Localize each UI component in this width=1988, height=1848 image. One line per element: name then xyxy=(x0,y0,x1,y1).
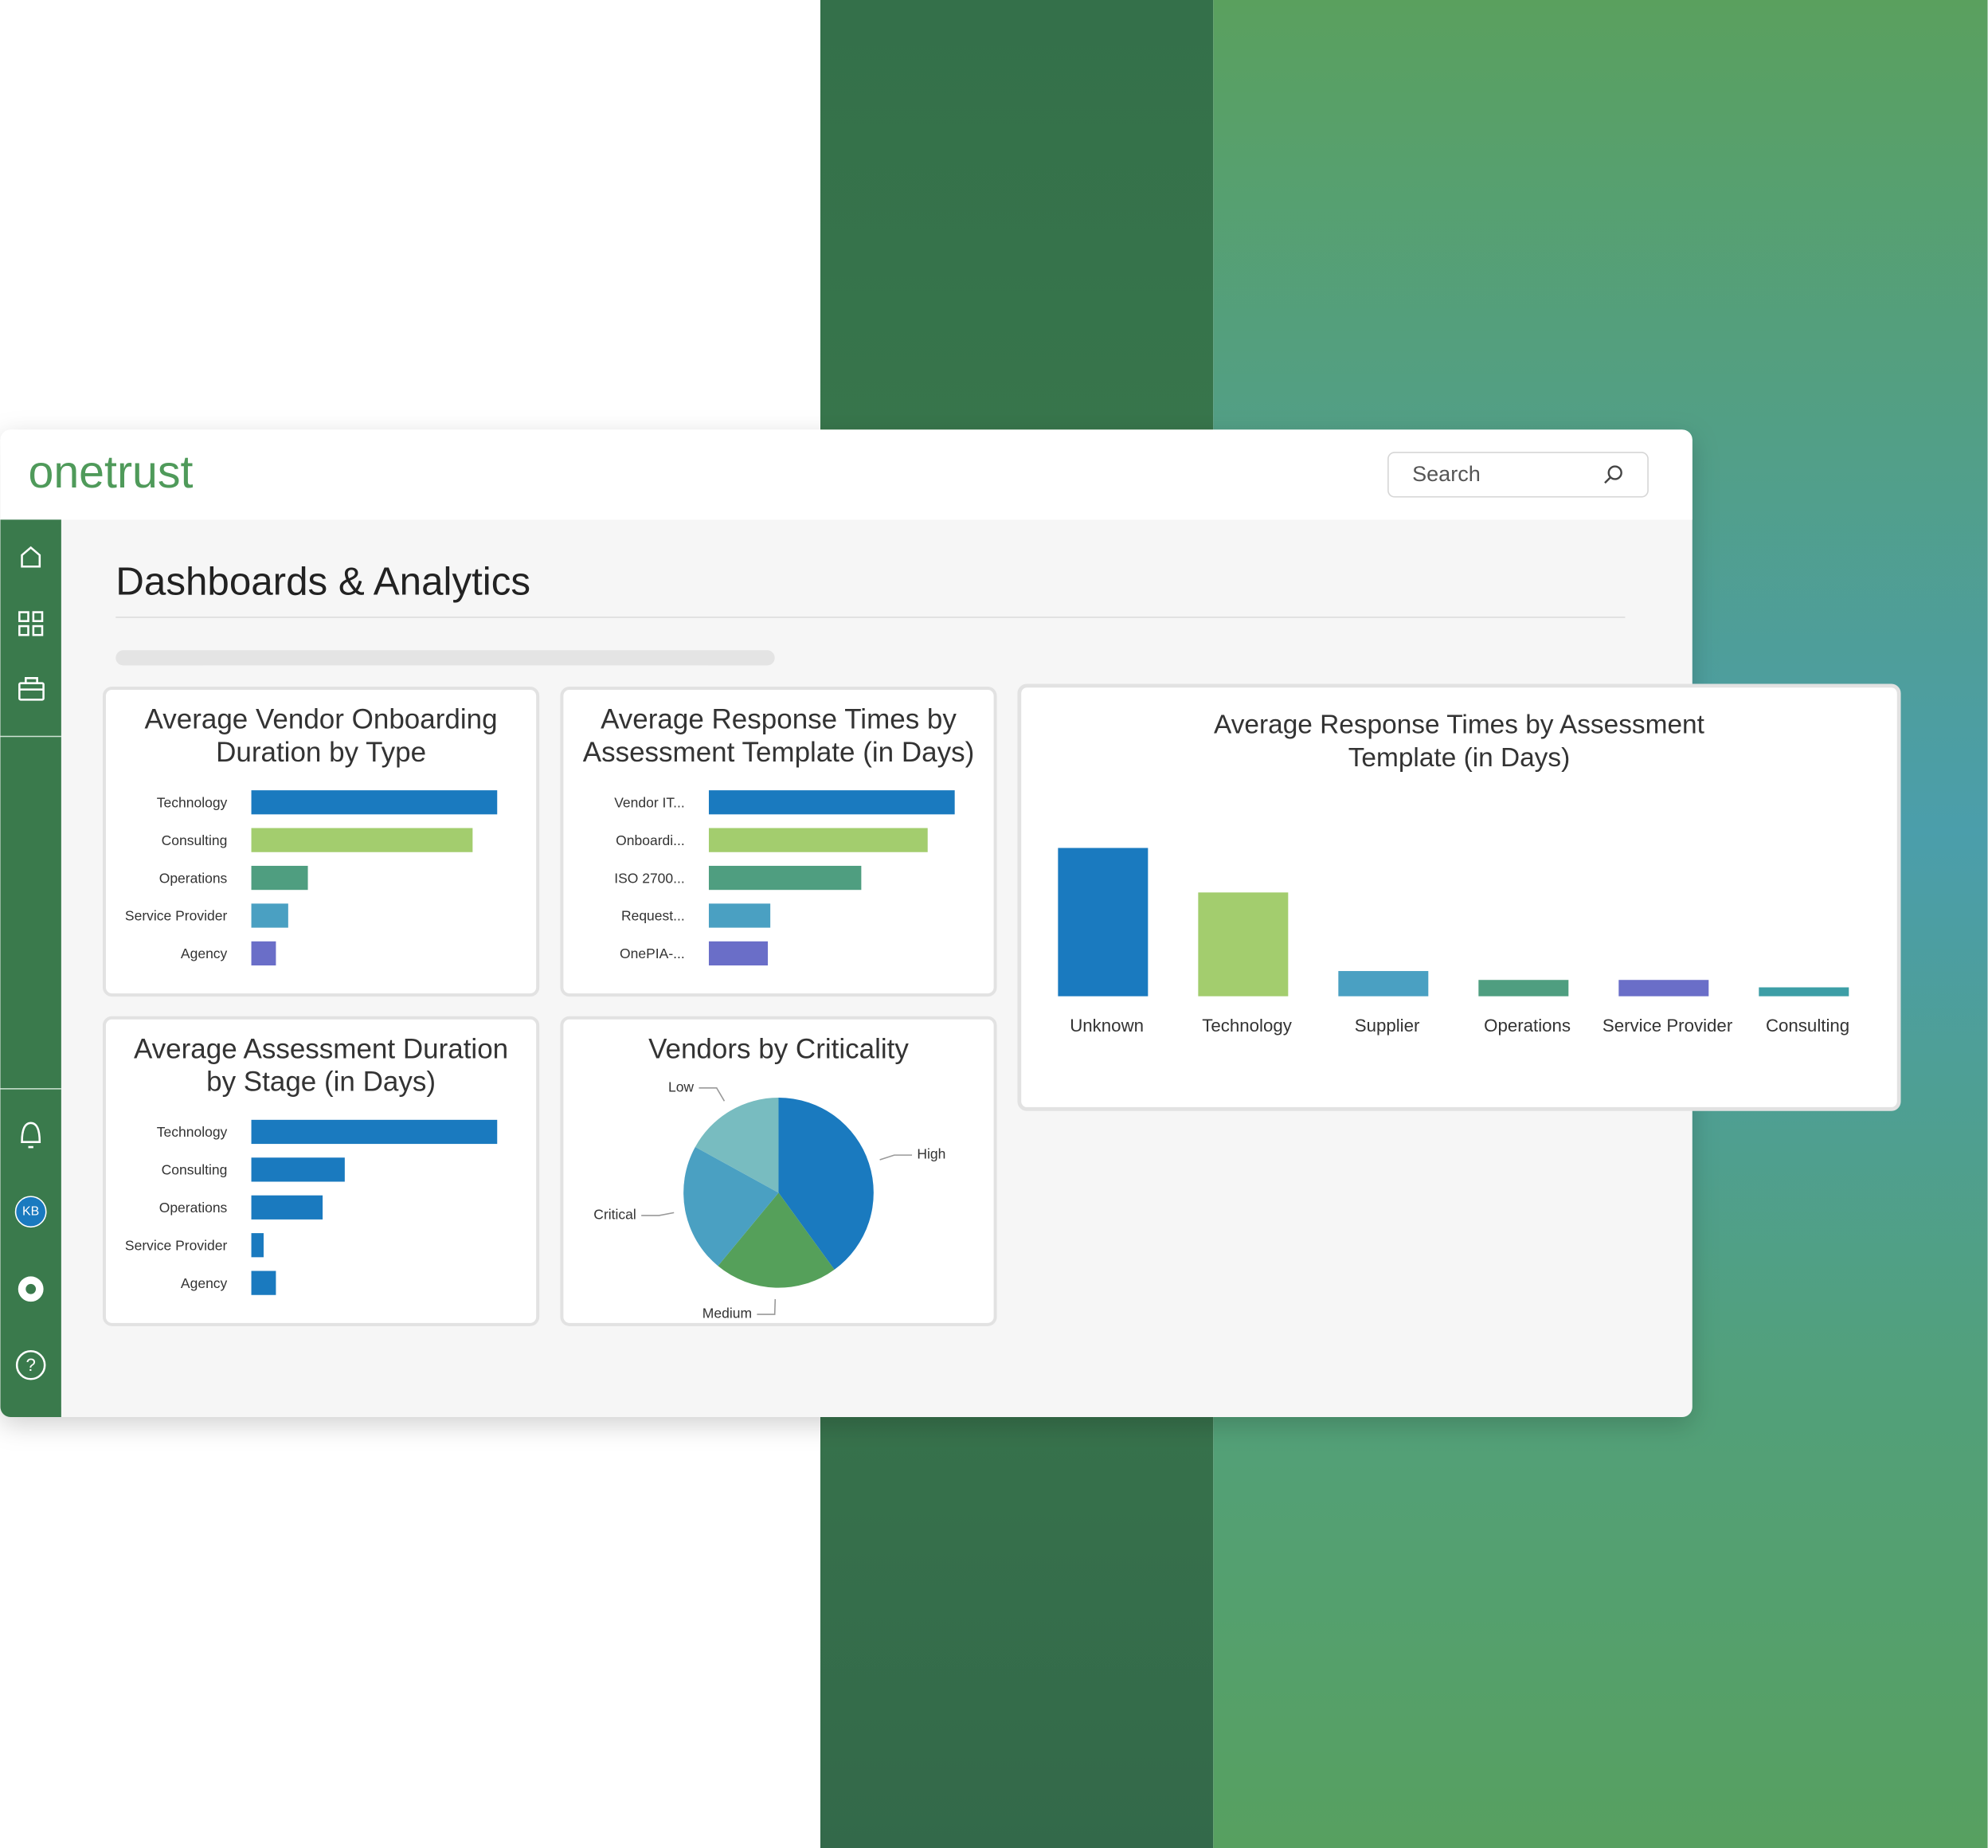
bar xyxy=(1618,980,1709,996)
help-icon[interactable] xyxy=(15,1349,46,1380)
bar xyxy=(251,903,288,928)
bar xyxy=(708,828,928,852)
help-glyph: ? xyxy=(25,1355,35,1375)
leader-line xyxy=(757,1298,777,1315)
bar xyxy=(708,790,955,815)
bar xyxy=(251,1195,323,1220)
slice-label: Low xyxy=(668,1079,694,1094)
bar xyxy=(251,941,276,966)
search-icon[interactable] xyxy=(1604,465,1622,484)
y-tick-label: Consulting xyxy=(162,832,228,848)
bar xyxy=(251,865,308,891)
chart-title: Vendors by Criticality xyxy=(648,1033,909,1064)
bar xyxy=(251,1270,276,1295)
y-tick-label: Service Provider xyxy=(125,908,228,924)
leader-line xyxy=(641,1212,675,1216)
bar xyxy=(251,828,473,852)
y-tick-label: ISO 2700... xyxy=(614,870,685,886)
pie-slice xyxy=(695,1097,779,1193)
grid-icon[interactable] xyxy=(18,611,44,636)
x-tick-label: Consulting xyxy=(1766,1016,1849,1036)
slice-label: Medium xyxy=(702,1306,752,1321)
loading-bar xyxy=(115,650,775,666)
home-icon[interactable] xyxy=(21,546,41,568)
slice-label: Critical xyxy=(593,1207,636,1223)
x-tick-label: Technology xyxy=(1202,1016,1293,1036)
y-tick-label: Agency xyxy=(181,1275,228,1291)
logo[interactable]: onetrust xyxy=(28,447,193,498)
avatar-initials: KB xyxy=(22,1204,39,1218)
chart-title: Average Assessment Duration xyxy=(134,1033,508,1064)
pie-slice xyxy=(778,1097,874,1270)
y-tick-label: Onboardi... xyxy=(616,832,685,848)
bell-icon[interactable] xyxy=(21,1122,41,1149)
chart-title: Average Vendor Onboarding xyxy=(145,704,498,735)
bar xyxy=(1759,987,1849,996)
chart-title: Average Response Times by Assessment xyxy=(1214,711,1705,740)
bar xyxy=(708,941,769,966)
y-tick-label: Vendor IT... xyxy=(614,794,685,810)
y-tick-label: Operations xyxy=(159,1200,228,1216)
leader-line xyxy=(699,1087,726,1102)
avatar[interactable] xyxy=(14,1196,47,1228)
pie-slice xyxy=(683,1146,779,1267)
page-title: Dashboards & Analytics xyxy=(115,560,530,604)
y-tick-label: Operations xyxy=(159,870,228,886)
bar xyxy=(1338,971,1429,996)
x-tick-label: Service Provider xyxy=(1603,1016,1733,1036)
y-tick-label: Request... xyxy=(621,908,685,924)
header xyxy=(0,429,1693,520)
y-tick-label: OnePIA-... xyxy=(620,946,685,961)
pie-slice xyxy=(718,1192,835,1288)
bar xyxy=(251,1233,264,1258)
y-tick-label: Service Provider xyxy=(125,1237,228,1253)
x-tick-label: Supplier xyxy=(1355,1016,1420,1036)
x-tick-label: Operations xyxy=(1484,1016,1571,1036)
bar xyxy=(708,865,862,891)
leader-line xyxy=(879,1154,913,1161)
bar xyxy=(251,1119,498,1145)
search-box[interactable] xyxy=(1387,452,1649,498)
settings-icon[interactable] xyxy=(18,1276,44,1302)
bar xyxy=(1198,892,1289,996)
chart-title: Template (in Days) xyxy=(1348,743,1570,773)
sidebar xyxy=(0,519,61,1417)
bar xyxy=(251,1157,345,1182)
chart-title: Duration by Type xyxy=(216,737,426,768)
chart-title: Assessment Template (in Days) xyxy=(583,737,974,768)
x-tick-label: Unknown xyxy=(1070,1016,1144,1036)
bar xyxy=(1058,848,1149,996)
slice-label: High xyxy=(917,1146,945,1162)
bar xyxy=(251,790,498,815)
y-tick-label: Agency xyxy=(181,946,228,961)
chart-title: Average Response Times by xyxy=(601,704,957,735)
bar xyxy=(1478,980,1569,996)
y-tick-label: Consulting xyxy=(162,1162,228,1178)
search-placeholder: Search xyxy=(1412,462,1481,486)
y-tick-label: Technology xyxy=(157,1124,228,1140)
bar xyxy=(708,903,771,928)
y-tick-label: Technology xyxy=(157,794,228,810)
chart-title: by Stage (in Days) xyxy=(206,1067,436,1098)
card xyxy=(1017,683,1901,1111)
briefcase-icon[interactable] xyxy=(18,677,45,701)
